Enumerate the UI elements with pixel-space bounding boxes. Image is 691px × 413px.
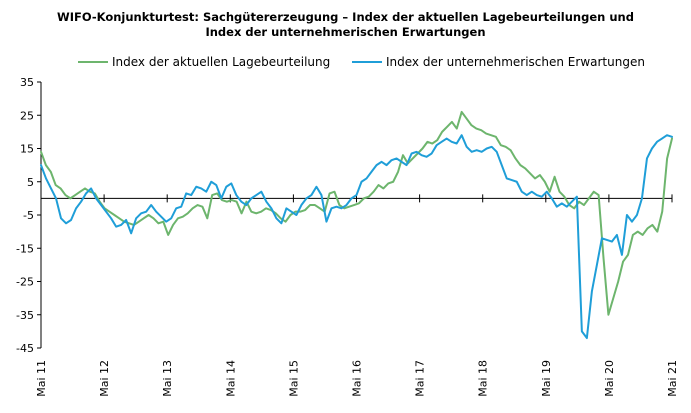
chart-legend: Index der aktuellen Lagebeurteilung Inde… xyxy=(0,55,691,71)
x-tick-label: Mai 11 xyxy=(35,360,48,397)
y-tick-label: -5 xyxy=(23,209,34,222)
legend-item-erwartungen: Index der unternehmerischen Erwartungen xyxy=(352,55,645,69)
y-tick-label: -45 xyxy=(16,342,34,355)
y-tick-label: -35 xyxy=(16,309,34,322)
y-tick-label: 15 xyxy=(20,143,34,156)
x-tick-label: Mai 13 xyxy=(161,360,174,397)
x-tick-label: Mai 21 xyxy=(666,360,679,397)
chart-title-line-2: Index der unternehmerischen Erwartungen xyxy=(205,25,486,39)
y-tick-label: 25 xyxy=(20,109,34,122)
legend-item-lagebeurteilung: Index der aktuellen Lagebeurteilung xyxy=(78,55,330,69)
series-line-erwartungen xyxy=(40,134,673,340)
chart-title-line-1: WIFO-Konjunkturtest: Sachgütererzeugung … xyxy=(57,10,634,24)
x-tick-label: Mai 15 xyxy=(287,360,300,397)
y-tick-label: -25 xyxy=(16,276,34,289)
x-tick-label: Mai 16 xyxy=(351,360,364,397)
y-tick-label: 5 xyxy=(27,176,34,189)
legend-swatch-erwartungen xyxy=(352,61,382,63)
x-tick-label: Mai 17 xyxy=(414,360,427,397)
x-tick-label: Mai 12 xyxy=(98,360,111,397)
x-tick-label: Mai 19 xyxy=(540,360,553,397)
y-tick-label: 35 xyxy=(20,76,34,89)
x-tick-label: Mai 14 xyxy=(224,360,237,397)
legend-swatch-lagebeurteilung xyxy=(78,61,108,63)
x-tick-label: Mai 20 xyxy=(603,360,616,397)
legend-label-lagebeurteilung: Index der aktuellen Lagebeurteilung xyxy=(112,55,331,69)
x-tick-label: Mai 18 xyxy=(477,360,490,397)
legend-label-erwartungen: Index der unternehmerischen Erwartungen xyxy=(386,55,645,69)
series-line-lagebeurteilung xyxy=(40,110,673,316)
y-tick-label: -15 xyxy=(16,242,34,255)
chart-title: WIFO-Konjunkturtest: Sachgütererzeugung … xyxy=(0,10,691,40)
